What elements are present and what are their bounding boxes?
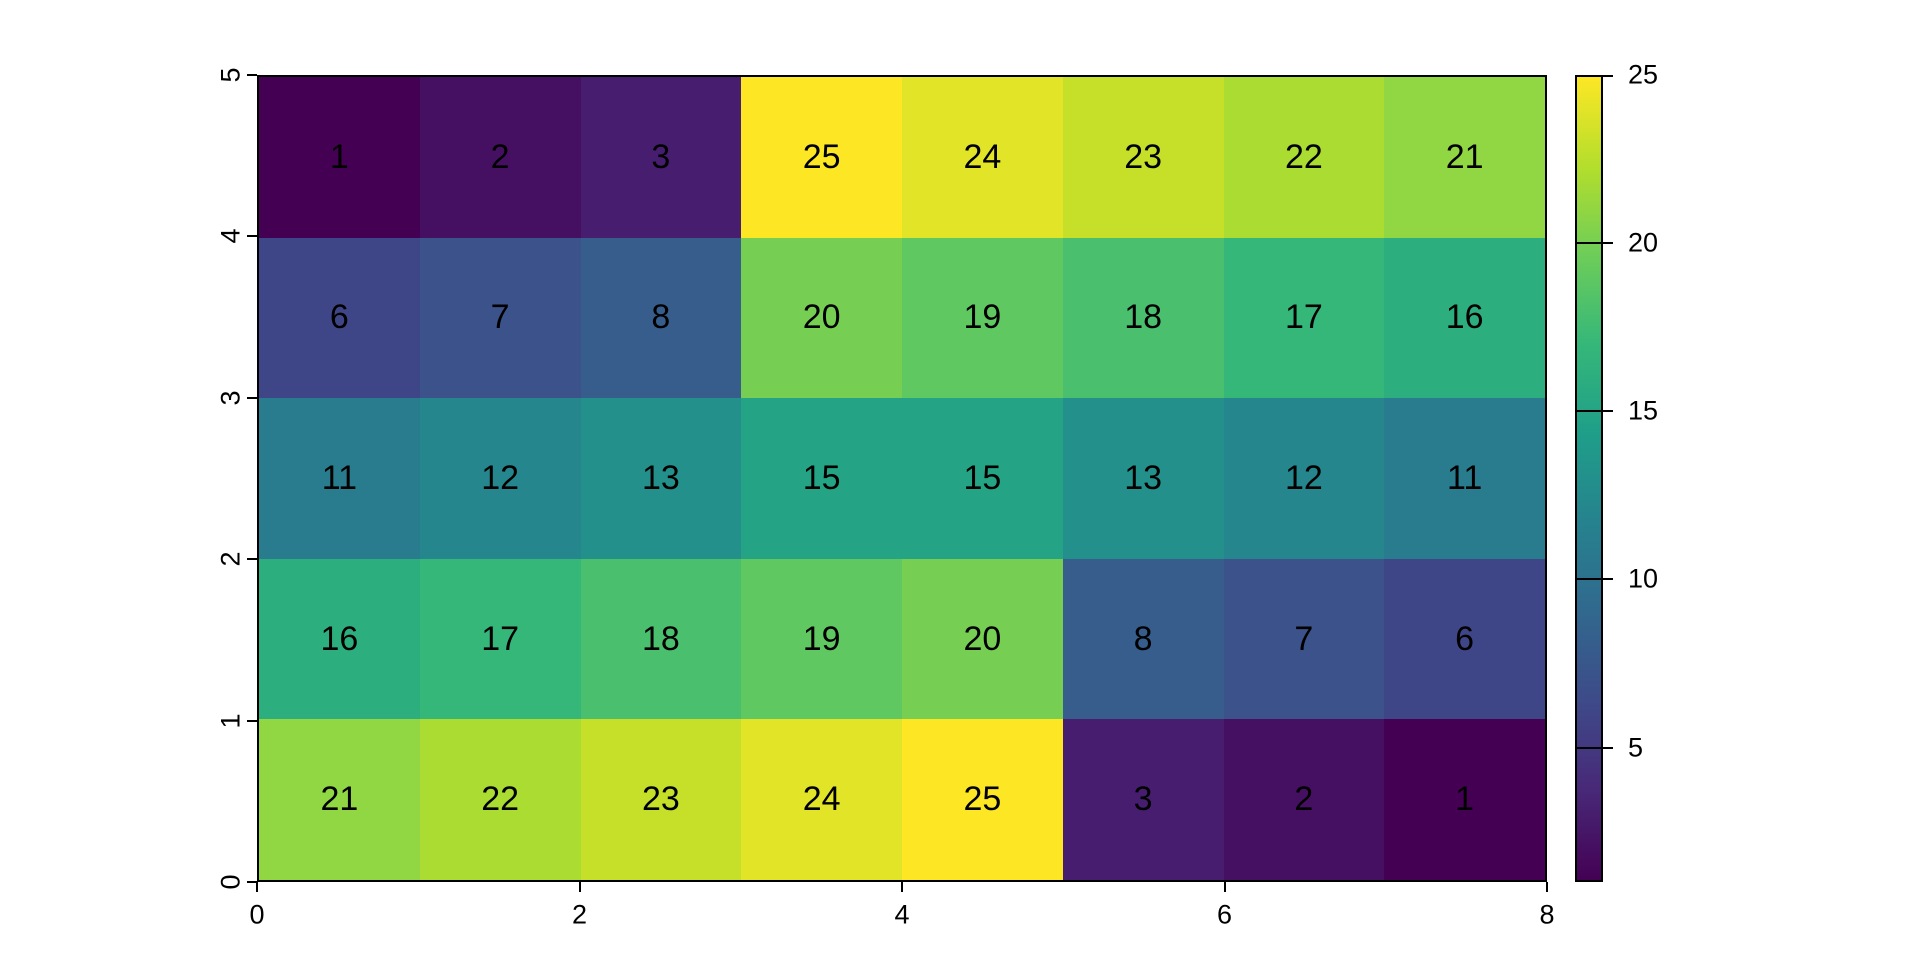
colorbar-tick-label: 10 [1628, 563, 1659, 594]
heatmap-cell-r4-c3: 24 [741, 719, 902, 880]
x-axis-tick-label: 6 [1216, 899, 1233, 930]
heatmap-cell-r3-c2: 18 [580, 558, 742, 720]
colorbar-tick-mark [1575, 746, 1613, 749]
x-axis-tick-label: 4 [894, 899, 910, 930]
x-axis-tick-mark [1223, 882, 1226, 892]
colorbar [1575, 75, 1603, 882]
colorbar-tick-mark [1575, 242, 1613, 245]
heatmap-cell-r4-c0: 21 [259, 719, 420, 880]
heatmap-cell-r3-c3: 19 [741, 558, 902, 720]
colorbar-tick-mark [1575, 410, 1613, 413]
heatmap-cell-r4-c4: 25 [902, 719, 1063, 880]
heatmap-cell-r2-c4: 15 [902, 398, 1063, 559]
heatmap-cell-r3-c7: 6 [1384, 558, 1545, 720]
heatmap-cell-r0-c0: 1 [259, 77, 420, 238]
heatmap-cell-r0-c3: 25 [741, 77, 902, 238]
y-axis-tick-mark [247, 235, 257, 238]
heatmap-cell-r0-c5: 23 [1062, 77, 1224, 238]
y-axis-tick-mark [247, 881, 257, 883]
colorbar-tick-label: 5 [1628, 732, 1644, 762]
heatmap-cell-r3-c6: 7 [1223, 558, 1385, 720]
heatmap-cell-r0-c1: 2 [419, 77, 581, 238]
heatmap-cell-r2-c3: 15 [741, 398, 902, 559]
heatmap-cell-r3-c1: 17 [419, 558, 581, 720]
heatmap-cell-r1-c3: 20 [741, 237, 902, 399]
heatmap-cell-r2-c2: 13 [580, 398, 742, 559]
heatmap-cell-r2-c6: 12 [1223, 398, 1385, 559]
heatmap-cell-r1-c1: 7 [419, 237, 581, 399]
x-axis-tick-mark [1546, 882, 1548, 892]
heatmap-plot-area: 1 2 3 25 24 23 22 21 6 7 8 20 19 18 17 16 11 12 13 15 15 13 12… [257, 75, 1547, 882]
y-axis-tick-label: 0 [215, 874, 246, 890]
x-axis-tick-label: 8 [1539, 899, 1555, 930]
colorbar-tick-label: 20 [1628, 227, 1659, 258]
heatmap-cell-r4-c5: 3 [1062, 719, 1224, 880]
colorbar-tick-mark [1575, 578, 1613, 581]
heatmap-cell-r1-c2: 8 [580, 237, 742, 399]
y-axis-tick-mark [247, 719, 257, 722]
heatmap-cell-r2-c5: 13 [1062, 398, 1224, 559]
heatmap-cell-r1-c0: 6 [259, 237, 420, 399]
heatmap-cell-r3-c0: 16 [259, 558, 420, 720]
colorbar-tick-label: 25 [1628, 59, 1659, 90]
heatmap-cell-r1-c4: 19 [902, 237, 1063, 399]
y-axis-tick-label: 3 [215, 390, 246, 406]
heatmap-cell-r4-c2: 23 [580, 719, 742, 880]
heatmap-cell-r1-c5: 18 [1062, 237, 1224, 399]
heatmap-cell-r0-c6: 22 [1223, 77, 1385, 238]
heatmap-cell-r0-c4: 24 [902, 77, 1063, 238]
x-axis-tick-label: 2 [571, 899, 588, 930]
y-axis-tick-label: 2 [215, 551, 246, 567]
x-axis-tick-mark [256, 882, 258, 892]
y-axis-tick-label: 1 [215, 713, 246, 729]
heatmap-cell-r0-c2: 3 [580, 77, 742, 238]
heatmap-cell-r0-c7: 21 [1384, 77, 1545, 238]
y-axis-tick-label: 4 [215, 228, 246, 244]
heatmap-cell-r1-c6: 17 [1223, 237, 1385, 399]
y-axis-tick-mark [247, 396, 257, 399]
heatmap-cell-r2-c7: 11 [1384, 398, 1545, 559]
heatmap-cell-r4-c1: 22 [419, 719, 581, 880]
heatmap-cell-r4-c6: 2 [1223, 719, 1385, 880]
heatmap-cell-r2-c1: 12 [419, 398, 581, 559]
heatmap-cell-r2-c0: 11 [259, 398, 420, 559]
x-axis-tick-mark [578, 882, 581, 892]
y-axis-tick-label: 5 [215, 67, 246, 83]
y-axis-tick-mark [247, 558, 257, 561]
x-axis-tick-mark [901, 882, 903, 892]
colorbar-tick-mark [1575, 75, 1613, 77]
heatmap-cell-r3-c5: 8 [1062, 558, 1224, 720]
heatmap-cell-r4-c7: 1 [1384, 719, 1545, 880]
y-axis-tick-mark [247, 74, 257, 76]
x-axis-tick-label: 0 [249, 899, 265, 930]
heatmap-cell-r1-c7: 16 [1384, 237, 1545, 399]
colorbar-tick-label: 15 [1628, 395, 1659, 426]
heatmap-cell-r3-c4: 20 [902, 558, 1063, 720]
